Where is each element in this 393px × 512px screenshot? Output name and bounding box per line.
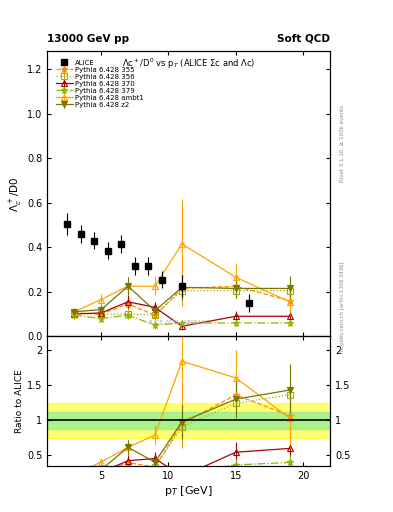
Bar bbox=[47, 412, 330, 429]
Legend: ALICE, Pythia 6.428 355, Pythia 6.428 356, Pythia 6.428 370, Pythia 6.428 379, P: ALICE, Pythia 6.428 355, Pythia 6.428 35… bbox=[53, 57, 146, 110]
Text: 13000 GeV pp: 13000 GeV pp bbox=[47, 33, 129, 44]
Text: Rivet 3.1.10, ≥ 100k events: Rivet 3.1.10, ≥ 100k events bbox=[340, 105, 345, 182]
Text: $\Lambda$c$^+$/D$^0$ vs p$_T$ (ALICE $\Sigma$c and $\Lambda$c): $\Lambda$c$^+$/D$^0$ vs p$_T$ (ALICE $\S… bbox=[122, 57, 255, 71]
Text: Soft QCD: Soft QCD bbox=[277, 33, 330, 44]
Text: mcplots.cern.ch [arXiv:1306.3436]: mcplots.cern.ch [arXiv:1306.3436] bbox=[340, 262, 345, 353]
Y-axis label: $\Lambda_c^+$/D0: $\Lambda_c^+$/D0 bbox=[8, 176, 24, 211]
X-axis label: p$_T$ [GeV]: p$_T$ [GeV] bbox=[164, 483, 213, 498]
Bar bbox=[47, 403, 330, 438]
Y-axis label: Ratio to ALICE: Ratio to ALICE bbox=[15, 369, 24, 433]
Text: ALICE 2022_I1868463: ALICE 2022_I1868463 bbox=[147, 319, 208, 325]
